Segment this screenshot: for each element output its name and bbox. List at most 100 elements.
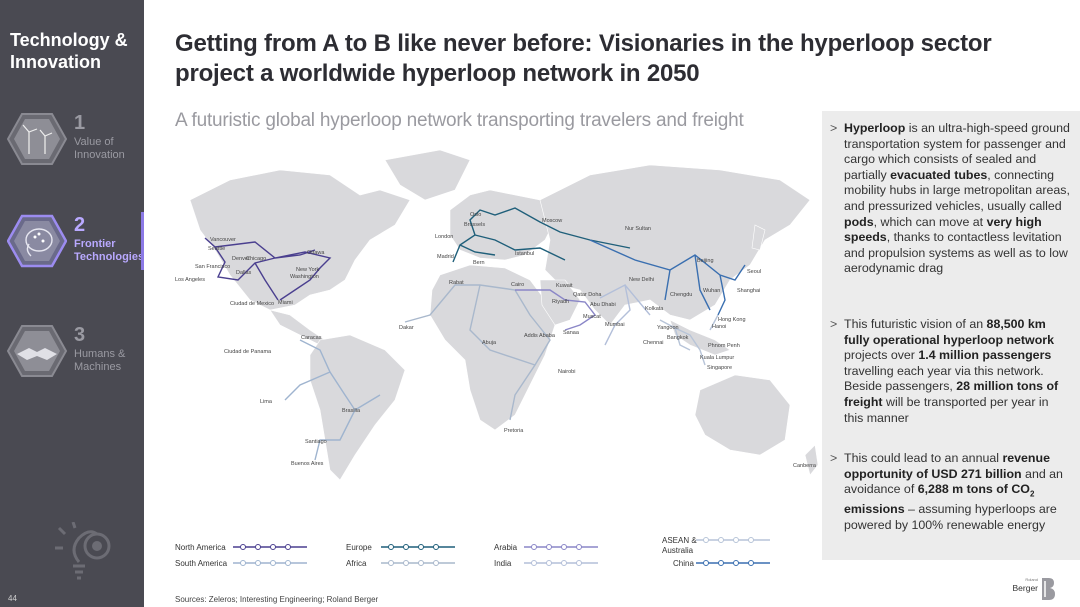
route-south-america xyxy=(284,339,381,461)
city-phnom-penh: Phnom Penh xyxy=(708,343,740,349)
city-canberra: Canberra xyxy=(793,463,817,469)
text: is an ultra-high-speed ground transporta… xyxy=(844,121,1070,182)
city-dakar: Dakar xyxy=(399,325,414,331)
city-london: London xyxy=(435,234,453,240)
city-ciudad-de-mexico: Ciudad de Mexico xyxy=(230,301,274,307)
city-seoul: Seoul xyxy=(747,269,761,275)
logo-mark-icon xyxy=(1042,578,1055,600)
continents xyxy=(189,149,819,481)
text: projects over xyxy=(844,348,919,363)
sidebar-item-label: Value of Innovation xyxy=(74,136,125,162)
label-line2: Technologies xyxy=(74,251,145,263)
legend-china-line xyxy=(696,560,770,566)
route-africa xyxy=(404,284,551,421)
legend-china-label: China xyxy=(673,559,694,568)
page-subtitle: A futuristic global hyperloop network tr… xyxy=(175,110,744,131)
text-bold: 1.4 million passengers xyxy=(918,348,1052,363)
sidebar: Technology & Innovation 1 Value of Innov… xyxy=(0,0,144,607)
text-bold: evacuated tubes xyxy=(890,167,988,182)
text: travelling each year via this network. B… xyxy=(844,363,1044,394)
text-bold: very high speeds xyxy=(844,214,1042,245)
label-line1: Value of xyxy=(74,136,114,148)
continent-africa xyxy=(429,264,556,431)
legend-asean-label: ASEAN & Australia xyxy=(662,536,697,556)
city-wuhan: Wuhan xyxy=(703,288,720,294)
text-bold: 6,288 m tons of CO2 emissions xyxy=(844,482,1034,516)
city-abu-dhabi: Abu Dhabi xyxy=(590,302,616,308)
city-beijing: Beijing xyxy=(697,258,714,264)
city-sanaa: Sanaa xyxy=(563,330,580,336)
city-muscat: Muscat xyxy=(583,314,601,320)
page-title: Getting from A to B like never before: V… xyxy=(175,29,1055,89)
city-abuja: Abuja xyxy=(482,340,497,346)
bullet-marker: > xyxy=(830,121,838,135)
city-nur-sultan: Nur Sultan xyxy=(625,226,651,232)
section-title: Technology & Innovation xyxy=(10,30,128,72)
legend-south-america-line xyxy=(233,560,307,566)
text: This futuristic vision of an xyxy=(844,317,987,331)
text: , which can move at xyxy=(873,214,987,229)
legend-india-label: India xyxy=(494,559,512,568)
text: , thanks to contactless levitation and p… xyxy=(844,230,1068,276)
sidebar-item-frontier-technologies[interactable]: 2 Frontier Technologies xyxy=(0,214,144,284)
bullet-marker: > xyxy=(830,451,838,465)
text-bold: revenue opportunity of USD 271 billion xyxy=(844,451,1050,481)
city-yangoon: Yangoon xyxy=(657,325,679,331)
city-chicago: Chicago xyxy=(246,256,266,262)
city-brasilia: Brasilia xyxy=(342,408,361,414)
roland-berger-logo: Roland Berger xyxy=(1008,577,1060,601)
city-pretoria: Pretoria xyxy=(504,428,524,434)
continent-australia xyxy=(694,374,791,456)
sources-note: Sources: Zeleros; Interesting Engineerin… xyxy=(175,595,379,604)
city-chennai: Chennai xyxy=(643,340,664,346)
world-map: Vancouver Seattle Denver Chicago Ottawa … xyxy=(175,149,819,481)
city-denver: Denver xyxy=(232,256,250,262)
text-bold: Hyperloop xyxy=(844,121,906,135)
text: emissions xyxy=(844,502,905,517)
city-vancouver: Vancouver xyxy=(210,237,236,243)
city-bern: Bern xyxy=(473,260,485,266)
label-line2: Machines xyxy=(74,361,122,373)
text-bold: 28 million tons of freight xyxy=(844,379,1059,409)
sidebar-item-value-of-innovation[interactable]: 1 Value of Innovation xyxy=(0,112,144,182)
route-china xyxy=(589,239,746,316)
wind-turbine-icon xyxy=(7,113,67,165)
sidebar-item-humans-and-machines[interactable]: 3 Humans & Machines xyxy=(0,324,144,394)
text: 6,288 m tons of CO xyxy=(917,482,1030,497)
city-kolkata: Kolkata xyxy=(645,306,664,312)
sidebar-item-label: Humans & Machines xyxy=(74,348,125,374)
routes xyxy=(204,207,746,461)
legend-asean-line1: ASEAN & xyxy=(662,536,697,545)
route-europe xyxy=(452,207,631,263)
city-seattle: Seattle xyxy=(208,246,225,252)
label-line2: Innovation xyxy=(74,149,125,161)
city-caracas: Caracas xyxy=(301,335,322,341)
city-istanbul: Istanbul xyxy=(515,251,534,257)
city-dallas: Dallas xyxy=(236,270,252,276)
sidebar-item-number: 1 xyxy=(74,112,86,134)
page-number: 44 xyxy=(8,594,17,603)
city-miami: Miami xyxy=(278,300,293,306)
sidebar-item-label: Frontier Technologies xyxy=(74,238,144,264)
city-rabat: Rabat xyxy=(449,280,464,286)
city-san-francisco: San Francisco xyxy=(195,264,230,270)
route-arabia xyxy=(515,289,597,331)
bullet-marker: > xyxy=(830,317,838,331)
info-paragraph-network: > This futuristic vision of an 88,500 km… xyxy=(830,317,1070,426)
continent-japan xyxy=(751,224,766,251)
legend-africa-line xyxy=(381,560,455,566)
legend-arabia-line xyxy=(524,544,598,550)
subscript: 2 xyxy=(1029,489,1035,499)
active-indicator xyxy=(141,212,144,270)
continent-arabia xyxy=(539,279,581,326)
city-qatar-doha: Qatar Doha xyxy=(573,292,602,298)
route-north-america xyxy=(204,237,332,301)
legend-africa-label: Africa xyxy=(346,559,367,568)
sidebar-item-number: 2 xyxy=(74,214,86,236)
legend-europe-label: Europe xyxy=(346,543,372,552)
info-panel: > Hyperloop is an ultra-high-speed groun… xyxy=(822,111,1080,560)
text: and an avoidance of xyxy=(844,466,1063,497)
sidebar-item-number: 3 xyxy=(74,324,86,346)
city-riyadh: Riyadh xyxy=(552,299,569,305)
label-line1: Humans & xyxy=(74,348,126,360)
